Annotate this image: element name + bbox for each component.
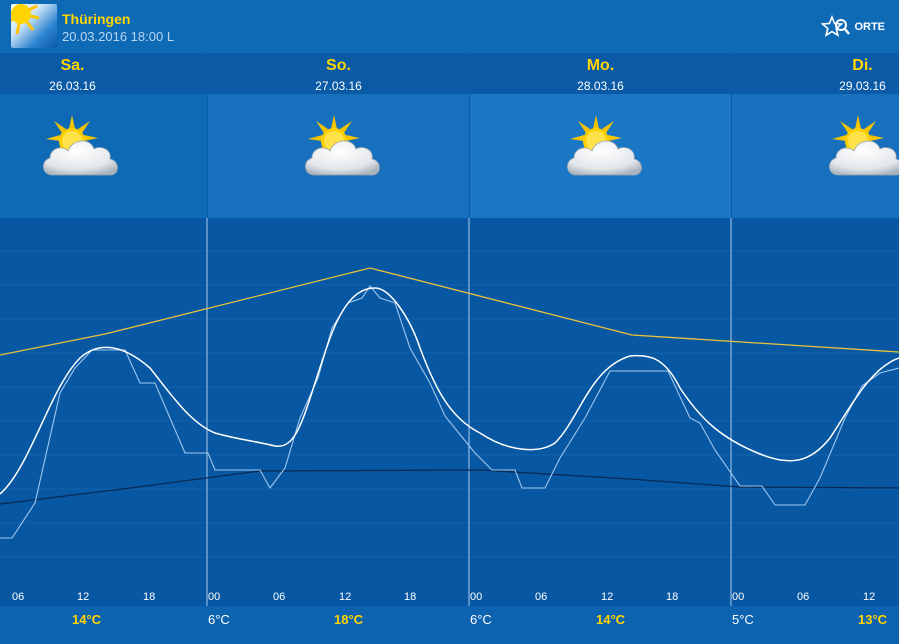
hour-label: 12 <box>601 591 614 603</box>
day-column-sa[interactable]: Sa. 26.03.16 <box>0 53 207 218</box>
sun-cloud-icon <box>305 114 380 176</box>
sun-cloud-icon <box>829 114 899 176</box>
min-temperature-line <box>0 469 899 505</box>
max-temperature-line <box>0 267 899 356</box>
day-date: 28.03.16 <box>577 79 624 93</box>
day-columns: Sa. 26.03.16 So. 27.03.16 Mo. 28.03.16 D… <box>0 53 899 218</box>
day-date: 26.03.16 <box>49 79 96 93</box>
min-temp-mo: 6°C <box>470 612 492 627</box>
min-temp-so: 6°C <box>208 612 230 627</box>
max-temp-mo: 14°C <box>596 612 626 627</box>
temperature-chart <box>0 218 899 606</box>
max-temp-di: 13°C <box>858 612 888 627</box>
day-date: 27.03.16 <box>315 79 362 93</box>
day-column-so[interactable]: So. 27.03.16 <box>208 53 469 218</box>
hour-label: 12 <box>339 591 352 603</box>
day-column-di[interactable]: Di. 29.03.16 <box>732 53 899 218</box>
day-name: Sa. <box>60 57 85 74</box>
sun-cloud-icon <box>43 114 118 176</box>
star-search-icon <box>821 15 851 38</box>
hour-label: 18 <box>143 591 156 603</box>
hour-label: 18 <box>666 591 679 603</box>
day-name: So. <box>326 57 351 74</box>
day-column-mo[interactable]: Mo. 28.03.16 <box>470 53 731 218</box>
orte-label: ORTE <box>854 21 885 33</box>
hourly-temperature-curve <box>0 287 899 495</box>
hour-label: 18 <box>404 591 417 603</box>
min-temp-di: 5°C <box>732 612 754 627</box>
hourly-step-line <box>0 285 899 539</box>
sun-logo-icon <box>11 4 57 48</box>
hour-label: 12 <box>863 591 876 603</box>
max-temp-sa: 14°C <box>72 612 102 627</box>
day-dividers <box>206 218 732 606</box>
day-name: Di. <box>852 57 873 74</box>
sun-cloud-icon <box>567 114 642 176</box>
hour-label: 06 <box>535 591 548 603</box>
max-temp-so: 18°C <box>334 612 364 627</box>
forecast-datetime: 20.03.2016 18:00 L <box>62 29 175 44</box>
hour-label: 06 <box>12 591 25 603</box>
region-name: Thüringen <box>62 11 131 27</box>
hour-label: 00 <box>732 591 745 603</box>
hour-label: 06 <box>273 591 286 603</box>
hour-label: 06 <box>797 591 810 603</box>
hour-label: 00 <box>470 591 483 603</box>
app-header: Thüringen 20.03.2016 18:00 L ORTE <box>0 0 899 54</box>
daily-temperature-bar <box>0 606 899 644</box>
orte-button[interactable]: ORTE <box>821 15 885 39</box>
chart-grid <box>0 250 899 558</box>
day-date: 29.03.16 <box>839 79 886 93</box>
day-name: Mo. <box>586 57 615 74</box>
hour-label: 12 <box>77 591 90 603</box>
hour-label: 00 <box>208 591 221 603</box>
